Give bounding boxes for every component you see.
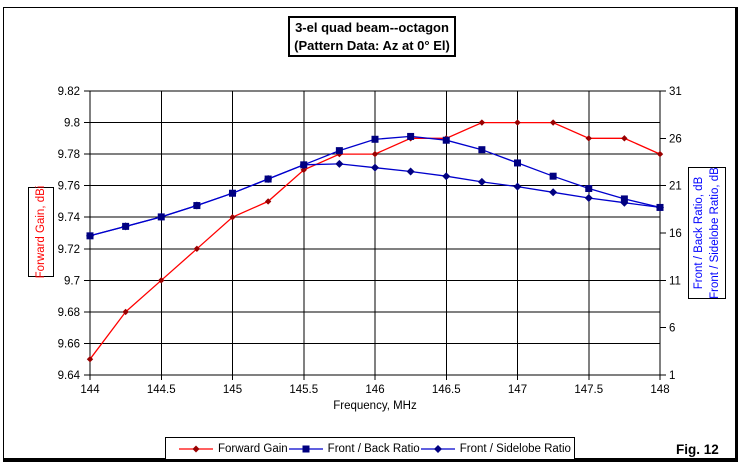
y-right-tick-label: 1 bbox=[669, 370, 675, 382]
marker-front-back-ratio bbox=[371, 135, 379, 143]
marker-front-back-ratio bbox=[549, 172, 557, 180]
x-tick-label: 146.5 bbox=[432, 384, 461, 396]
marker-forward-gain bbox=[86, 356, 94, 363]
marker-front-sidelobe-ratio bbox=[442, 172, 451, 181]
y-left-tick-label: 9.7 bbox=[64, 275, 80, 287]
y-left-tick-label: 9.82 bbox=[58, 86, 80, 98]
marker-front-sidelobe-ratio bbox=[299, 160, 308, 169]
x-tick-label: 144 bbox=[80, 384, 100, 396]
legend-label-front-sidelobe: Front / Sidelobe Ratio bbox=[459, 442, 571, 455]
marker-forward-gain bbox=[122, 308, 129, 316]
marker-forward-gain bbox=[371, 150, 379, 158]
figure-number: Fig. 12 bbox=[676, 442, 719, 457]
marker-front-sidelobe-ratio bbox=[121, 222, 130, 231]
right-axis-title: Front / Back Ratio, dB Front / Sidelobe … bbox=[691, 167, 723, 299]
x-tick-label: 144.5 bbox=[147, 384, 176, 396]
chart-title-line1: 3-el quad beam--octagon bbox=[295, 19, 449, 35]
x-tick-label: 145.5 bbox=[289, 384, 318, 396]
y-right-tick-label: 26 bbox=[669, 133, 682, 145]
series-front-sidelobe-ratio bbox=[86, 159, 664, 240]
axis-tick-labels: 9.82 9.8 9.78 9.76 9.74 9.72 9.7 9.68 9.66 9.64 31… bbox=[58, 86, 682, 396]
marker-front-back-ratio bbox=[514, 159, 521, 167]
x-axis-title: Frequency, MHz bbox=[333, 400, 417, 412]
y-left-tick-label: 9.66 bbox=[58, 338, 80, 350]
marker-forward-gain bbox=[514, 119, 521, 126]
legend-label-forward-gain: Forward Gain bbox=[218, 442, 288, 455]
y-right-tick-label: 11 bbox=[669, 275, 681, 287]
y-right-tick-label: 16 bbox=[669, 228, 682, 240]
marker-front-sidelobe-ratio bbox=[620, 198, 629, 207]
marker-front-sidelobe-ratio bbox=[86, 231, 94, 240]
y-left-tick-label: 9.74 bbox=[58, 212, 81, 224]
gridlines bbox=[89, 90, 661, 376]
marker-front-back-ratio bbox=[407, 132, 415, 140]
marker-front-sidelobe-ratio bbox=[228, 189, 237, 198]
x-tick-label: 147 bbox=[508, 384, 527, 396]
marker-forward-gain bbox=[478, 119, 486, 126]
front-sidelobe-marker-icon bbox=[420, 444, 455, 453]
marker-front-sidelobe-ratio bbox=[477, 177, 486, 186]
marker-front-sidelobe-ratio bbox=[157, 212, 166, 221]
y-right-tick-label: 21 bbox=[669, 181, 682, 193]
y-left-tick-label: 9.76 bbox=[58, 181, 80, 193]
left-axis-title: Forward Gain, dBi bbox=[35, 185, 47, 279]
marker-front-sidelobe-ratio bbox=[406, 167, 415, 176]
left-axis-title-box: Forward Gain, dBi bbox=[28, 185, 54, 279]
marker-front-sidelobe-ratio bbox=[264, 175, 273, 184]
marker-front-sidelobe-ratio bbox=[656, 203, 664, 212]
y-left-tick-label: 9.78 bbox=[58, 149, 80, 161]
front-back-marker-icon bbox=[288, 445, 323, 452]
marker-front-sidelobe-ratio bbox=[192, 201, 201, 210]
chart-title-box: 3-el quad beam--octagon (Pattern Data: A… bbox=[288, 16, 456, 57]
legend-label-front-back: Front / Back Ratio bbox=[327, 442, 420, 455]
marker-front-sidelobe-ratio bbox=[371, 163, 379, 172]
marker-front-sidelobe-ratio bbox=[584, 193, 593, 202]
marker-front-back-ratio bbox=[478, 146, 486, 154]
marker-forward-gain bbox=[621, 135, 628, 142]
legend: Forward Gain Front / Back Ratio Front / … bbox=[165, 437, 575, 460]
chart-title-line2: (Pattern Data: Az at 0° El) bbox=[294, 37, 450, 53]
marker-front-back-ratio bbox=[585, 185, 593, 193]
y-left-tick-label: 9.72 bbox=[58, 244, 80, 256]
y-left-tick-label: 9.8 bbox=[64, 118, 80, 130]
marker-forward-gain bbox=[549, 119, 557, 126]
legend-item-forward-gain: Forward Gain bbox=[178, 443, 288, 455]
y-left-tick-label: 9.64 bbox=[58, 370, 81, 382]
marker-front-sidelobe-ratio bbox=[335, 159, 344, 168]
marker-front-back-ratio bbox=[335, 147, 343, 155]
marker-forward-gain bbox=[229, 214, 236, 221]
x-tick-label: 146 bbox=[365, 384, 384, 396]
x-tick-label: 148 bbox=[650, 384, 669, 396]
marker-forward-gain bbox=[585, 135, 592, 142]
y-right-tick-label: 6 bbox=[669, 323, 675, 335]
marker-forward-gain bbox=[264, 198, 272, 205]
legend-item-front-back: Front / Back Ratio bbox=[288, 443, 420, 455]
right-axis-title-line1: Front / Back Ratio, dB bbox=[693, 176, 705, 290]
marker-front-sidelobe-ratio bbox=[513, 182, 522, 191]
marker-forward-gain bbox=[158, 277, 165, 284]
right-axis-title-box: Front / Back Ratio, dB Front / Sidelobe … bbox=[688, 167, 726, 299]
axis-ticks bbox=[84, 90, 666, 380]
forward-gain-marker-icon bbox=[179, 445, 213, 452]
marker-forward-gain bbox=[300, 166, 307, 174]
legend-item-front-sidelobe: Front / Sidelobe Ratio bbox=[420, 443, 571, 455]
marker-forward-gain bbox=[193, 245, 201, 252]
x-tick-label: 145 bbox=[223, 384, 242, 396]
right-axis-title-line2: Front / Sidelobe Ratio, dB bbox=[709, 167, 721, 299]
marker-front-back-ratio bbox=[442, 136, 450, 144]
figure-border bbox=[3, 7, 738, 462]
x-tick-label: 147.5 bbox=[574, 384, 603, 396]
y-right-tick-label: 31 bbox=[669, 86, 682, 98]
marker-forward-gain bbox=[656, 150, 664, 158]
marker-front-sidelobe-ratio bbox=[549, 188, 558, 197]
y-left-tick-label: 9.68 bbox=[58, 307, 80, 319]
